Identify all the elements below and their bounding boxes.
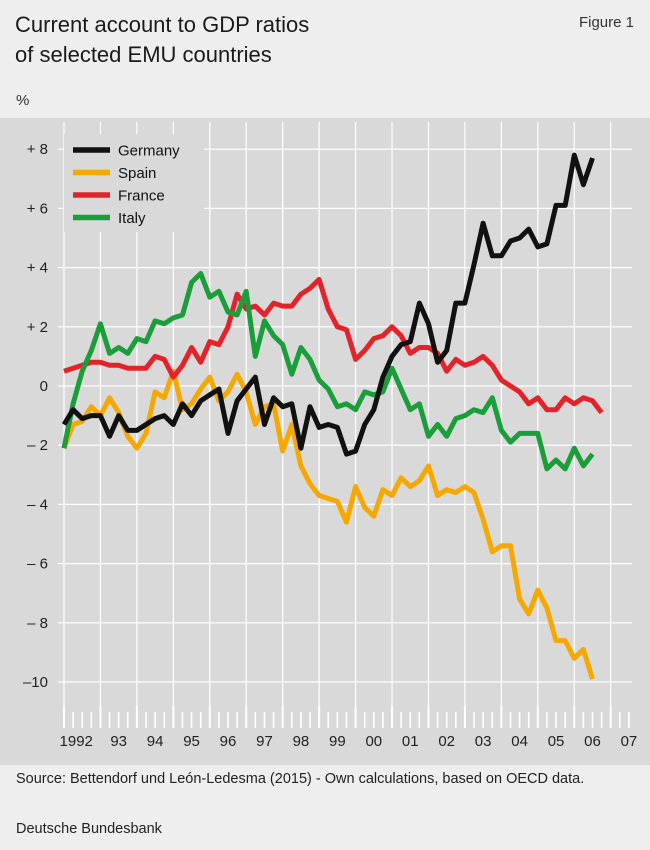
legend: Germany Spain France Italy: [64, 134, 204, 232]
legend-label-italy: Italy: [118, 210, 146, 227]
y-tick-label: + 6: [27, 200, 48, 217]
gridlines: [58, 122, 632, 706]
x-axis-band: [0, 706, 650, 765]
chart-title-line2: of selected EMU countries: [15, 42, 272, 67]
y-tick-label: – 6: [27, 556, 48, 573]
x-tick-label: 02: [438, 733, 455, 750]
y-tick-label: – 2: [27, 437, 48, 454]
x-tick-label: 94: [147, 733, 164, 750]
y-tick-label: – 4: [27, 496, 48, 513]
header-band: [0, 0, 650, 118]
legend-label-spain: Spain: [118, 165, 156, 182]
series-line-germany: [61, 152, 595, 457]
line-chart: + 8 + 6 + 4 + 2 0 – 2 – 4 – 6 – 8 –10 1992 93 94 95 9…: [0, 118, 650, 765]
series-line-spain: [61, 368, 595, 680]
series-line-france: [63, 276, 604, 415]
footer-band: [0, 765, 650, 850]
source-note: Source: Bettendorf und León-Ledesma (201…: [16, 771, 585, 787]
x-tick-label: 97: [256, 733, 273, 750]
chart-title-line1: Current account to GDP ratios: [15, 12, 310, 37]
x-tick-label: 95: [183, 733, 200, 750]
y-axis-unit: %: [16, 92, 30, 109]
y-tick-label: + 4: [27, 260, 48, 277]
x-tick-label: 04: [511, 733, 528, 750]
series-line-italy: [61, 271, 595, 472]
x-tick-label: 05: [548, 733, 565, 750]
y-tick-label: –10: [23, 674, 48, 691]
x-tick-label: 1992: [60, 733, 93, 750]
y-tick-label: 0: [40, 378, 48, 395]
x-tick-label: 00: [365, 733, 382, 750]
y-tick-label: – 8: [27, 615, 48, 632]
x-tick-label: 06: [584, 733, 601, 750]
figure-label: Figure 1: [578, 14, 634, 31]
series-lines: [61, 152, 604, 680]
x-tick-label: 99: [329, 733, 346, 750]
x-tick-label: 01: [402, 733, 419, 750]
x-axis-ticks: 1992 93 94 95 96 97 98 99 00 01 02 03 04 05 06 07: [60, 706, 638, 750]
y-axis-ticks: + 8 + 6 + 4 + 2 0 – 2 – 4 – 6 – 8 –10: [23, 141, 48, 691]
legend-label-germany: Germany: [118, 143, 180, 160]
x-tick-label: 07: [621, 733, 638, 750]
x-tick-label: 03: [475, 733, 492, 750]
x-tick-label: 96: [220, 733, 237, 750]
y-tick-label: + 8: [27, 141, 48, 158]
x-tick-label: 93: [110, 733, 127, 750]
x-tick-label: 98: [293, 733, 310, 750]
legend-label-france: France: [118, 188, 165, 205]
y-tick-label: + 2: [27, 319, 48, 336]
credit-note: Deutsche Bundesbank: [16, 821, 162, 837]
chart-title: Current account to GDP ratios of selecte…: [15, 10, 309, 70]
